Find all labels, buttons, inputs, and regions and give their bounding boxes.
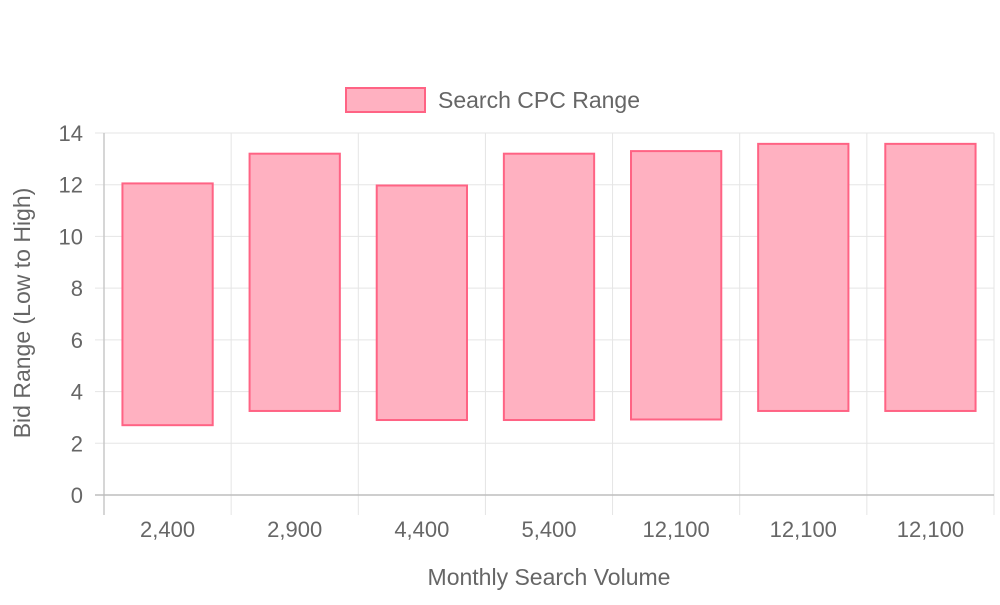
y-tick-label: 6 xyxy=(71,328,83,353)
bar-range[interactable] xyxy=(757,142,850,412)
axes xyxy=(95,133,994,515)
y-tick-label: 10 xyxy=(59,224,83,249)
y-tick-label: 2 xyxy=(71,431,83,456)
legend-label[interactable]: Search CPC Range xyxy=(438,87,640,113)
x-axis-title: Monthly Search Volume xyxy=(428,564,671,590)
tick-labels: 0 2 4 6 8 10 12 14 2,400 2,900 4,400 5,400 12,100 12,… xyxy=(59,121,965,542)
bar-range[interactable] xyxy=(121,182,214,427)
y-tick-label: 4 xyxy=(71,380,83,405)
bars xyxy=(121,142,977,427)
y-tick-label: 8 xyxy=(71,276,83,301)
x-tick-label: 12,100 xyxy=(642,517,709,542)
x-tick-label: 2,900 xyxy=(267,517,322,542)
bar-range[interactable] xyxy=(884,142,977,412)
x-tick-label: 12,100 xyxy=(897,517,964,542)
bar-range[interactable] xyxy=(248,152,341,412)
y-tick-label: 12 xyxy=(59,173,83,198)
y-axis-title: Bid Range (Low to High) xyxy=(9,188,35,439)
x-tick-label: 4,400 xyxy=(394,517,449,542)
bar-range[interactable] xyxy=(630,150,723,421)
y-tick-label: 14 xyxy=(59,121,83,146)
y-tick-label: 0 xyxy=(71,483,83,508)
x-tick-label: 5,400 xyxy=(521,517,576,542)
x-tick-label: 12,100 xyxy=(770,517,837,542)
legend-swatch[interactable] xyxy=(345,87,426,113)
legend[interactable]: Search CPC Range xyxy=(345,87,640,113)
bar-range[interactable] xyxy=(375,184,468,422)
bar-range[interactable] xyxy=(502,152,596,422)
x-tick-label: 2,400 xyxy=(140,517,195,542)
